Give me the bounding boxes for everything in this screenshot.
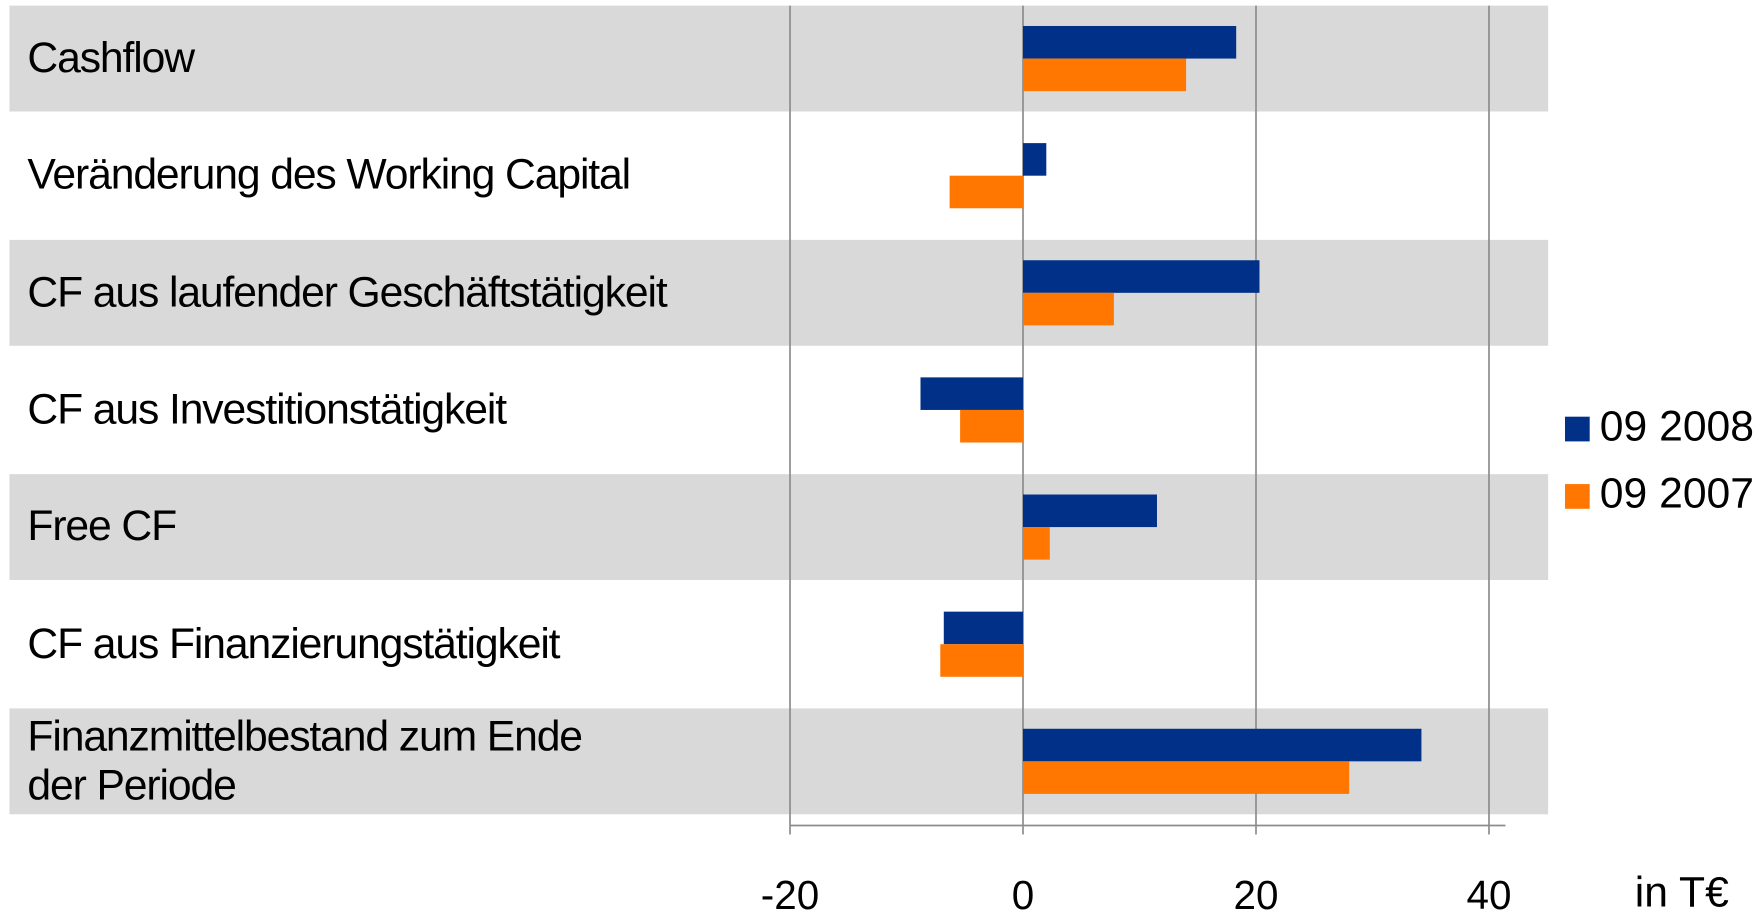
bar (940, 644, 1024, 677)
bar (1023, 25, 1237, 59)
x-tick-label: 20 (1234, 872, 1279, 912)
legend-swatch (1564, 416, 1590, 442)
category-label: CF aus Investitionstätigkeit (27, 386, 507, 434)
category-label-box: Finanzmittelbestand zum Ende der Periode (27, 713, 583, 810)
bar (1023, 292, 1114, 326)
category-label: Free CF (27, 503, 177, 551)
axis-unit: in T€ (1635, 868, 1729, 912)
row-bands (9, 5, 1549, 815)
bar (1023, 143, 1047, 176)
bar (1023, 728, 1422, 762)
legend-swatch (1564, 484, 1590, 509)
row-band (9, 239, 1549, 346)
bar (949, 175, 1024, 209)
bar (960, 409, 1024, 443)
bar (943, 611, 1024, 645)
category-label: Veränderung des Working Capital (27, 152, 631, 200)
category-label: Cashflow (27, 34, 195, 83)
category-label: CF aus Finanzierungstätigkeit (27, 620, 560, 668)
legend-label: 09 2008 (1600, 402, 1753, 450)
bar (1023, 527, 1050, 560)
category-label: Finanzmittelbestand zum Ende der Periode (27, 713, 583, 810)
category-label: CF aus laufender Geschäftstätigkeit (27, 269, 667, 317)
bar (1023, 260, 1260, 293)
x-tick-label: -20 (761, 872, 819, 912)
category-label-box: CF aus Investitionstätigkeit (27, 386, 507, 434)
category-label-box: Free CF (27, 503, 177, 551)
category-label-box: Cashflow (27, 34, 195, 83)
x-tick-label: 0 (1012, 872, 1034, 912)
row-band (9, 5, 1549, 112)
row-band (9, 474, 1549, 581)
bar (1023, 58, 1187, 92)
category-label-box: Veränderung des Working Capital (27, 152, 631, 200)
x-tick-label: 40 (1466, 872, 1511, 912)
bar (1023, 494, 1157, 528)
legend-label: 09 2007 (1600, 470, 1753, 518)
bar (1023, 761, 1350, 794)
bar (920, 377, 1024, 410)
category-label-box: CF aus Finanzierungstätigkeit (27, 620, 560, 668)
category-label-box: CF aus laufender Geschäftstätigkeit (27, 269, 667, 317)
